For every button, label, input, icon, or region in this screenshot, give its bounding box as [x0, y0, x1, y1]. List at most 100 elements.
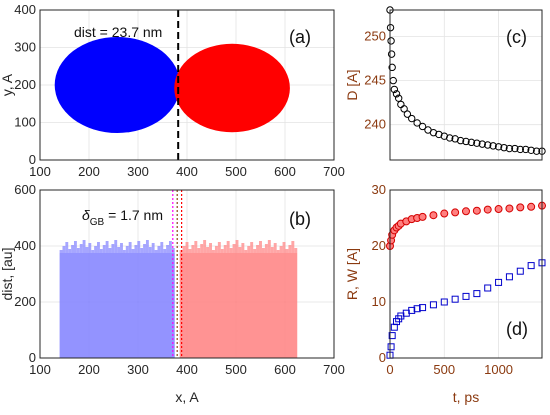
blue-noise-bar: [151, 243, 155, 253]
diameter-point: [403, 110, 412, 118]
red-grain: [174, 43, 290, 133]
radius-point: [440, 209, 449, 218]
red-noise-bar: [235, 240, 239, 253]
red-noise-bar: [264, 244, 268, 253]
panel-c-ytick-label: 245: [364, 73, 386, 88]
radius-point: [527, 202, 536, 211]
diameter-point: [387, 50, 396, 58]
blue-noise-bar: [122, 250, 126, 253]
blue-noise-bar: [166, 245, 169, 253]
red-noise-bar: [200, 244, 204, 253]
diameter-point: [390, 85, 399, 94]
red-noise-bar: [197, 248, 201, 253]
panel-a-ytick-label: 300: [14, 40, 36, 55]
red-noise-bar: [282, 242, 286, 253]
red-noise-bar: [294, 248, 298, 253]
diameter-point: [429, 128, 438, 137]
width-point: [408, 306, 416, 314]
red-noise-bar: [232, 244, 236, 253]
blue-noise-bar: [79, 244, 83, 253]
red-noise-bar: [253, 249, 257, 253]
red-noise-bar: [188, 249, 192, 253]
diameter-point: [494, 143, 503, 151]
blue-noise-bar: [131, 249, 135, 253]
radius-point: [462, 207, 470, 216]
panel-d-xtick-label: 1000: [484, 362, 513, 377]
diameter-point: [527, 146, 535, 154]
blue-noise-bar: [145, 240, 149, 253]
red-noise-bar: [229, 248, 233, 253]
gb-subscript: GB: [90, 217, 105, 228]
panel-b-xlabel: x, A: [175, 389, 199, 405]
blue-noise-bar: [88, 243, 92, 253]
blue-noise-bar: [91, 250, 95, 253]
panel-b-ytick-label: 600: [14, 182, 36, 197]
blue-noise-bar: [94, 246, 98, 253]
blue-grain: [54, 37, 181, 133]
panel-a-xtick-label: 600: [274, 164, 296, 179]
radius-point: [494, 205, 503, 214]
panel-a-ytick-label: 200: [14, 77, 36, 92]
red-noise-bar: [217, 242, 221, 253]
diameter-point: [408, 114, 416, 123]
panel-d-ytick-label: 0: [379, 350, 386, 365]
panel-a-xtick-label: 100: [29, 164, 51, 179]
red-noise-bar: [211, 250, 215, 253]
blue-noise-bar: [120, 243, 123, 253]
radius-point: [483, 205, 492, 214]
width-point: [419, 304, 427, 312]
panel-b-xtick-label: 700: [323, 362, 345, 377]
blue-noise-bar: [99, 249, 103, 253]
red-noise-bar: [250, 242, 254, 253]
panel-b-annotation: δGB = 1.7 nm: [82, 207, 163, 228]
blue-noise-bar: [97, 242, 100, 253]
width-point: [387, 343, 395, 351]
diameter-point: [400, 105, 408, 113]
width-point: [451, 295, 459, 303]
radius-point: [451, 208, 460, 217]
panel-c-ytick-label: 240: [364, 117, 386, 132]
red-noise-bar: [209, 243, 212, 253]
diameter-point: [440, 132, 448, 140]
diameter-point: [516, 145, 524, 154]
blue-noise-bar: [71, 245, 74, 253]
radius-point: [429, 211, 438, 220]
width-point: [527, 262, 535, 270]
red-noise-bar: [191, 245, 195, 253]
diameter-point: [532, 147, 541, 155]
radius-point: [418, 212, 427, 221]
red-noise-bar: [261, 248, 265, 253]
blue-noise-bar: [128, 242, 132, 253]
panel-c-ytick-label: 250: [364, 28, 386, 43]
diameter-point: [456, 136, 465, 145]
diameter-point: [462, 137, 470, 146]
panel-a-ytick-label: 400: [14, 2, 36, 17]
width-point: [462, 292, 470, 300]
diameter-point: [446, 134, 454, 142]
blue-noise-bar: [85, 247, 89, 253]
width-point: [413, 305, 421, 313]
panel-a-xtick-label: 200: [78, 164, 100, 179]
panel-b-xtick-label: 300: [127, 362, 149, 377]
red-noise-bar: [259, 241, 262, 253]
panel-a-xtick-label: 400: [176, 164, 198, 179]
panel-c-label: (c): [506, 27, 527, 47]
panel-d-label: (d): [506, 319, 528, 339]
red-noise-bar: [244, 250, 248, 253]
blue-noise-bar: [125, 246, 129, 253]
width-point: [429, 301, 437, 309]
panel-a-xtick-label: 500: [225, 164, 247, 179]
panel-d-frame: [389, 189, 543, 359]
panel-a-ytick-label: 0: [29, 152, 36, 167]
panel-b-xtick-label: 100: [29, 362, 51, 377]
panel-c-ylabel: D [A]: [344, 69, 360, 100]
panel-b-frame: [39, 189, 335, 359]
panel-b-ylabel: dist, [au]: [0, 248, 15, 301]
red-noise-bar: [267, 240, 271, 253]
radius-point: [516, 203, 525, 212]
panel-d-ytick-label: 20: [372, 238, 386, 253]
panel-a-label: (a): [289, 27, 311, 47]
blue-noise-bar: [82, 240, 86, 253]
diameter-point: [413, 119, 421, 127]
